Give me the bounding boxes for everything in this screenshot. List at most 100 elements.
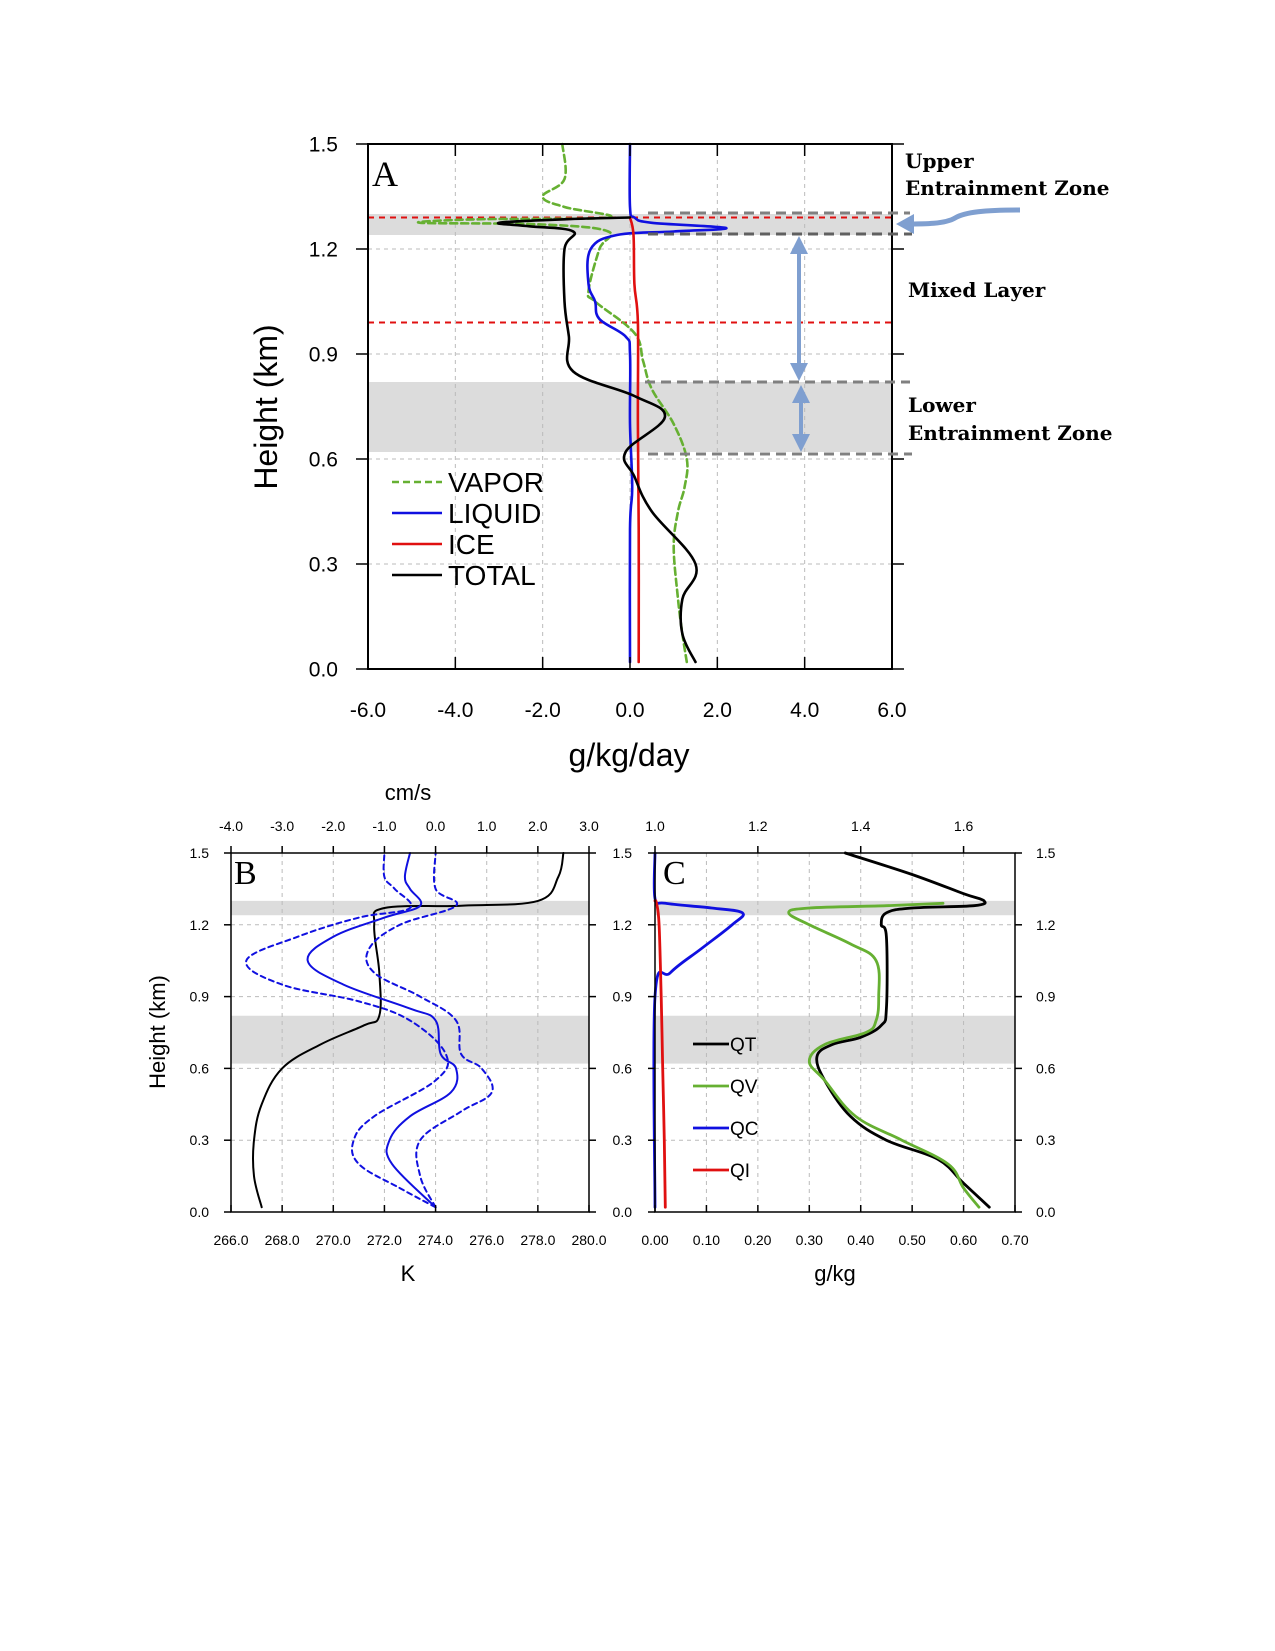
legend-label-qv: QV (730, 1077, 758, 1098)
x-top-tick-label: -2.0 (321, 818, 345, 834)
y-tick-label: 0.6 (309, 449, 338, 472)
lower-zone-label-1: Lower (908, 393, 976, 417)
mixed-layer-label: Mixed Layer (908, 278, 1046, 302)
y-tick-label: 1.5 (613, 845, 633, 861)
lower-zone-label-2: Entrainment Zone (908, 421, 1113, 445)
x-tick-label: 0.0 (615, 699, 644, 722)
panel-a-ylabel: Height (km) (248, 324, 284, 489)
x-top-tick-label: 1.0 (645, 818, 665, 834)
series-line-b-0 (251, 852, 565, 1209)
y-tick-label: 0.3 (309, 554, 338, 577)
x-tick-label: 274.0 (418, 1232, 453, 1248)
x-tick-label: 0.20 (744, 1232, 771, 1248)
x-tick-label: -2.0 (525, 699, 561, 722)
panel-b-xlabel: K (401, 1261, 416, 1286)
panel-b-label: B (234, 855, 257, 892)
lower-zone-arrowhead-up (792, 385, 810, 403)
shaded-layer (231, 1015, 589, 1064)
panel-a-xlabel: g/kg/day (569, 737, 690, 773)
legend-label-vapor: VAPOR (448, 467, 544, 498)
series-line-qt (815, 851, 991, 1209)
x-top-tick-label: 2.0 (528, 818, 548, 834)
y-tick-label: 0.9 (613, 989, 633, 1005)
series-line-b-1 (306, 852, 459, 1209)
y-tick-label: 0.6 (613, 1060, 633, 1076)
y-tick-label: 1.2 (613, 917, 633, 933)
x-tick-label: 270.0 (316, 1232, 351, 1248)
x-top-tick-label: 0.0 (426, 818, 446, 834)
x-top-tick-label: -3.0 (270, 818, 294, 834)
panel-c-frame (654, 852, 1016, 1213)
y-tick-label: 1.2 (190, 917, 210, 933)
y-tick-label: 1.5 (190, 845, 210, 861)
x-tick-label: 6.0 (877, 699, 906, 722)
y-tick-label: 0.0 (190, 1204, 210, 1220)
panel-c: 0.00 0.10 0.20 0.30 0.40 0.50 0.60 0.70 1.0 1.2 1… (613, 818, 1056, 1286)
x-tick-label: 0.00 (641, 1232, 668, 1248)
x-tick-label: 272.0 (367, 1232, 402, 1248)
series-line-vapor (416, 142, 689, 664)
y-tick-label: 0.9 (190, 989, 210, 1005)
x-tick-label: 280.0 (571, 1232, 606, 1248)
legend-label-ice: ICE (448, 529, 495, 560)
x-tick-label: 276.0 (469, 1232, 504, 1248)
series-line-liquid (586, 142, 728, 664)
x-top-tick-label: 1.0 (477, 818, 497, 834)
panel-a-label: A (372, 154, 398, 194)
y-tick-label: 0.3 (190, 1132, 210, 1148)
mixed-layer-arrowhead-down (790, 363, 808, 381)
y-tick-label: 0.0 (613, 1204, 633, 1220)
upper-zone-pointer-arrow (904, 207, 1021, 227)
y-tick-label-right: 1.5 (1036, 845, 1056, 861)
series-line-qv (787, 901, 981, 1209)
y-tick-label-right: 0.6 (1036, 1060, 1056, 1076)
x-tick-label: -4.0 (437, 699, 473, 722)
x-tick-label: 4.0 (790, 699, 819, 722)
x-top-tick-label: 3.0 (579, 818, 599, 834)
series-line-total (496, 216, 698, 664)
y-tick-label-right: 0.9 (1036, 989, 1056, 1005)
x-tick-label: 278.0 (520, 1232, 555, 1248)
legend-label-qt: QT (730, 1035, 757, 1056)
x-tick-label: 0.50 (899, 1232, 926, 1248)
y-tick-label: 0.9 (309, 344, 338, 367)
y-tick-label: 1.2 (309, 239, 338, 262)
series-line-b-3 (365, 852, 494, 1209)
x-top-tick-label: 1.6 (954, 818, 974, 834)
x-top-tick-label: 1.4 (851, 818, 871, 834)
x-tick-label: 0.60 (950, 1232, 977, 1248)
panel-b-top-label: cm/s (385, 780, 431, 805)
panel-a-annotations: Upper Entrainment Zone Mixed Layer Lower… (645, 149, 1113, 456)
series-line-ice (628, 216, 641, 664)
x-tick-label: -6.0 (350, 699, 386, 722)
x-tick-label: 268.0 (265, 1232, 300, 1248)
x-top-tick-label: -1.0 (372, 818, 396, 834)
x-tick-label: 0.30 (796, 1232, 823, 1248)
y-tick-label: 0.0 (309, 659, 338, 682)
panel-c-legend: QT QV QC QI (693, 1035, 759, 1182)
y-tick-label: 1.5 (309, 134, 338, 157)
y-tick-label-right: 0.0 (1036, 1204, 1056, 1220)
x-tick-label: 0.10 (693, 1232, 720, 1248)
panel-b-ylabel: Height (km) (145, 975, 170, 1089)
x-tick-label: 266.0 (213, 1232, 248, 1248)
series-line-qi (653, 899, 667, 1209)
legend-label-qc: QC (730, 1119, 759, 1140)
panel-b: 266.0 268.0 270.0 272.0 274.0 276.0 278.0 280.0… (145, 780, 607, 1286)
legend-label-qi: QI (730, 1161, 750, 1182)
panel-b-frame (230, 852, 590, 1213)
x-top-tick-label: 1.2 (748, 818, 768, 834)
y-tick-label-right: 0.3 (1036, 1132, 1056, 1148)
upper-zone-label-2: Entrainment Zone (905, 176, 1110, 200)
y-tick-label-right: 1.2 (1036, 917, 1056, 933)
panel-a: -6.0 -4.0 -2.0 0.0 2.0 4.0 6.0 0.0 0.3 0.6 0.9 1.2… (248, 134, 1113, 773)
x-tick-label: 0.40 (847, 1232, 874, 1248)
legend-label-total: TOTAL (448, 560, 536, 591)
y-tick-label: 0.3 (613, 1132, 633, 1148)
panel-c-xlabel: g/kg (814, 1261, 856, 1286)
mixed-layer-arrowhead-up (790, 236, 808, 254)
x-top-tick-label: -4.0 (219, 818, 243, 834)
lower-zone-arrowhead-down (792, 434, 810, 452)
